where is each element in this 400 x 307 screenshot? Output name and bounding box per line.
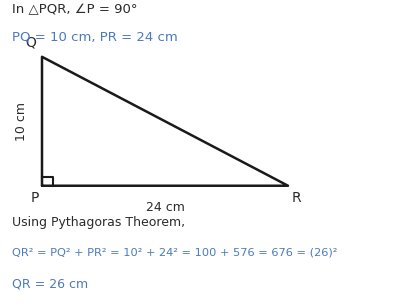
Text: Using Pythagoras Theorem,: Using Pythagoras Theorem,	[12, 216, 185, 229]
Text: In △PQR, ∠P = 90°: In △PQR, ∠P = 90°	[12, 3, 138, 16]
Text: Q: Q	[25, 35, 36, 49]
Text: PQ = 10 cm, PR = 24 cm: PQ = 10 cm, PR = 24 cm	[12, 31, 178, 44]
Text: QR = 26 cm: QR = 26 cm	[12, 278, 88, 291]
Text: 10 cm: 10 cm	[16, 102, 28, 141]
Text: R: R	[292, 191, 302, 205]
Text: 24 cm: 24 cm	[146, 201, 184, 214]
Text: P: P	[31, 191, 39, 205]
Text: QR² = PQ² + PR² = 10² + 24² = 100 + 576 = 676 = (26)²: QR² = PQ² + PR² = 10² + 24² = 100 + 576 …	[12, 247, 337, 257]
